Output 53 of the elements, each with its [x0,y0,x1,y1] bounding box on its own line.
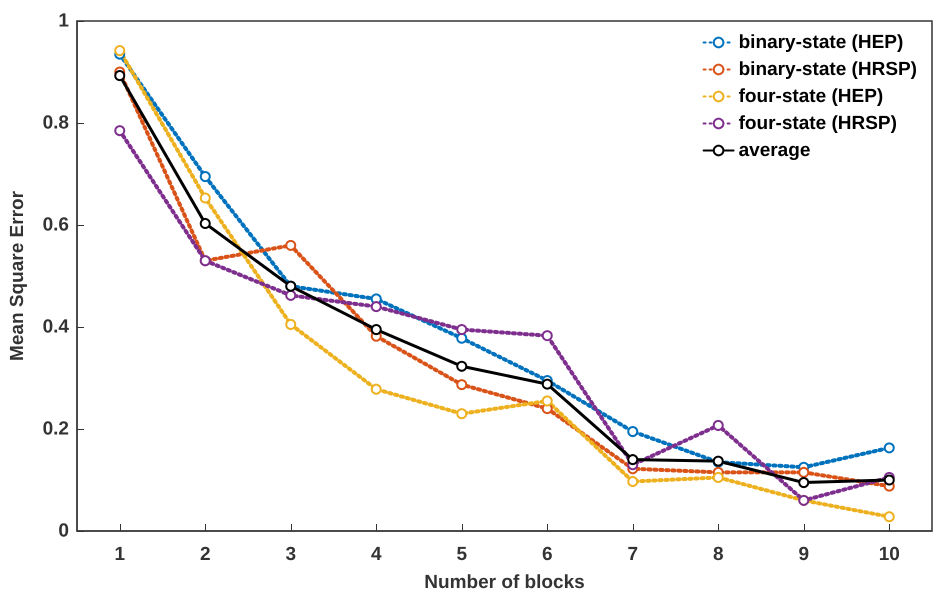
x-tick-label: 1 [114,544,126,565]
y-tick-label: 1 [58,10,70,32]
legend-label: four-state (HRSP) [738,113,897,134]
legend-label: four-state (HEP) [738,86,884,107]
point [542,395,553,406]
point [456,324,468,336]
y-tick-label: 0.8 [42,112,69,134]
point [627,476,638,488]
point [456,408,468,420]
point [200,192,211,204]
point [712,420,724,431]
x-tick-label: 2 [200,544,211,565]
point [884,442,895,454]
point [712,472,724,483]
point [884,474,895,486]
point [627,426,638,438]
point [370,324,382,336]
point [884,511,895,522]
x-axis-title: Number of blocks [424,572,585,593]
x-tick-label: 3 [285,544,296,565]
legend-label: average [738,140,810,161]
y-tick-label: 0.4 [42,316,70,338]
point [200,218,211,229]
legend-label: binary-state (HEP) [738,32,904,53]
point [456,360,468,372]
point [200,171,211,182]
point [542,330,553,342]
y-tick-label: 0 [58,520,69,542]
point [114,125,126,136]
y-axis-title: Mean Square Error [7,190,28,361]
point [798,466,810,478]
point [285,290,296,301]
y-tick-label: 0.2 [42,418,69,440]
point [285,318,296,330]
x-tick-label: 8 [712,544,724,565]
x-tick-label: 5 [456,544,468,565]
point [456,332,468,344]
point [627,454,638,466]
x-tick-label: 7 [627,544,638,565]
y-tick-label: 0.6 [42,214,69,236]
x-tick-label: 6 [542,544,553,565]
point [798,477,810,488]
x-tick-label: 10 [878,544,900,565]
point [114,45,126,56]
legend-label: binary-state (HRSP) [738,59,917,80]
point [285,240,296,251]
point [542,378,553,390]
point [114,70,126,82]
point [370,384,382,395]
point [370,301,382,312]
x-tick-label: 4 [370,544,382,565]
point [456,379,468,390]
x-tick-label: 9 [798,544,810,565]
